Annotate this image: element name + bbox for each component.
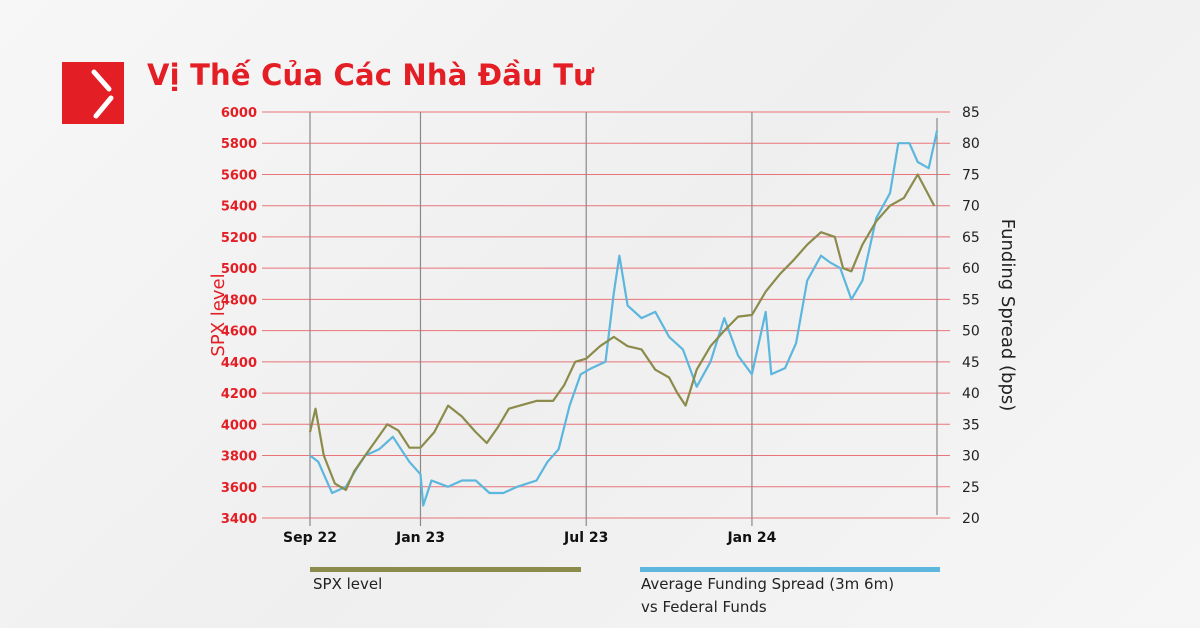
series-line-funding-spread: [309, 130, 939, 507]
y2-tick-label: 35: [962, 417, 980, 433]
y-tick-label: 4200: [221, 387, 257, 402]
y-tick-label: 5600: [221, 168, 257, 183]
y-tick-label: 6000: [221, 106, 257, 121]
y-tick-label: 5000: [221, 262, 257, 277]
y2-tick-label: 60: [962, 261, 980, 277]
legend-swatch-spx: [310, 567, 581, 572]
y2-axis-label: Funding Spread (bps): [997, 219, 1018, 412]
y2-tick-label: 65: [962, 230, 980, 246]
legend-label-funding-line1: Average Funding Spread (3m 6m): [641, 575, 895, 593]
page-title: Vị Thế Của Các Nhà Đầu Tư: [147, 58, 595, 92]
y2-tick-label: 20: [962, 511, 980, 527]
brand-logo-icon: [62, 62, 124, 124]
x-tick-label: Jan 24: [726, 530, 776, 546]
y2-tick-label: 45: [962, 355, 980, 371]
y-tick-label: 4600: [221, 325, 257, 340]
y-tick-label: 3400: [221, 512, 257, 527]
y2-tick-label: 85: [962, 105, 980, 121]
legend-label-funding-line2: vs Federal Funds: [641, 598, 767, 616]
y2-tick-label: 55: [962, 292, 980, 308]
series-line-spx: [308, 173, 936, 491]
y2-tick-label: 50: [962, 324, 980, 340]
y-tick-label: 4000: [221, 418, 257, 433]
x-tick-label: Jul 23: [563, 530, 608, 546]
y2-tick-label: 70: [962, 199, 980, 215]
y-tick-label: 5200: [221, 231, 257, 246]
y2-tick-label: 30: [962, 449, 980, 465]
y-tick-label: 5800: [221, 137, 257, 152]
y-tick-label: 3600: [221, 481, 257, 496]
legend-label-spx: SPX level: [313, 575, 383, 593]
y2-tick-label: 80: [962, 136, 980, 152]
y-tick-label: 3800: [221, 450, 257, 465]
x-tick-label: Sep 22: [283, 530, 337, 546]
y2-tick-label: 40: [962, 386, 980, 402]
y2-tick-label: 75: [962, 167, 980, 183]
y2-tick-label: 25: [962, 480, 980, 496]
y-axis-label: SPX level: [208, 273, 229, 356]
y-tick-label: 4400: [221, 356, 257, 371]
y-tick-label: 4800: [221, 293, 257, 308]
y-tick-label: 5400: [221, 200, 257, 215]
legend-swatch-funding: [640, 567, 940, 572]
x-tick-label: Jan 23: [395, 530, 445, 546]
